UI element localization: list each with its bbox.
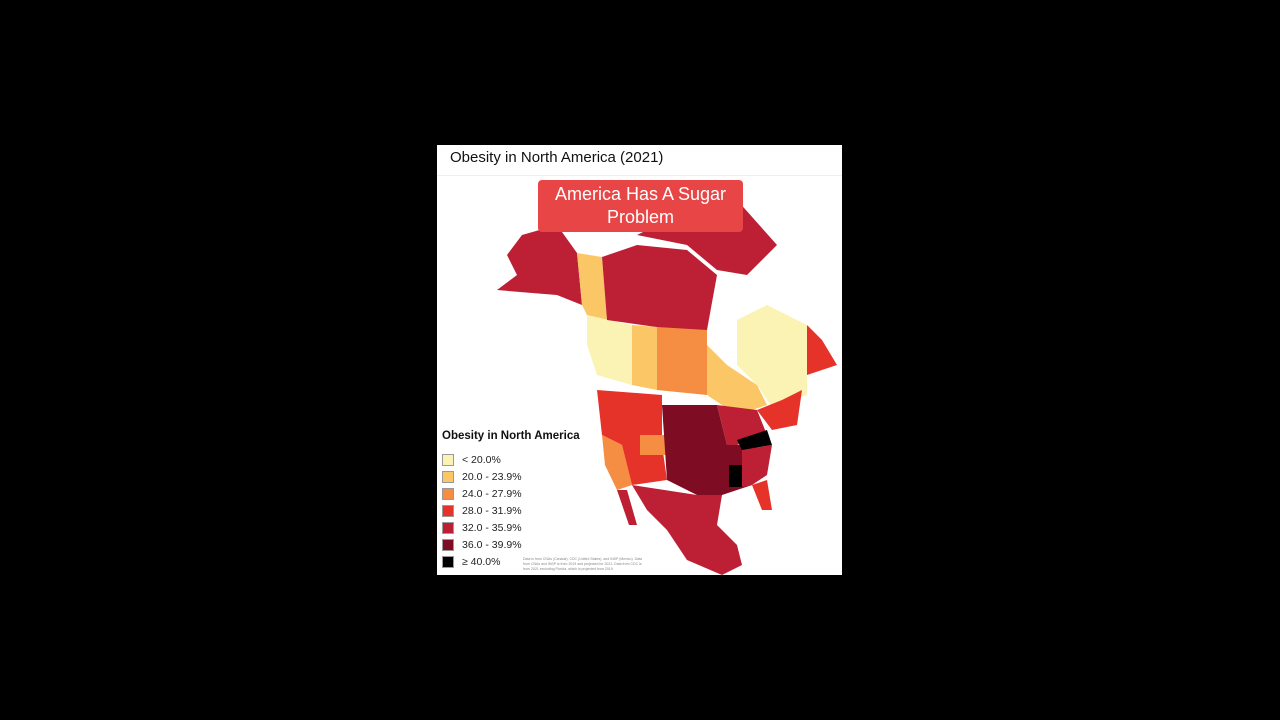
region-ontario — [707, 345, 767, 415]
region-alabama — [729, 465, 742, 487]
region-alaska — [497, 225, 582, 305]
legend-swatch — [442, 453, 454, 466]
legend-swatch — [442, 504, 454, 517]
legend-item: 32.0 - 35.9% — [442, 519, 580, 536]
banner-line-2: Problem — [606, 207, 675, 227]
legend-swatch — [442, 555, 454, 568]
region-florida — [752, 480, 772, 510]
legend-label: < 20.0% — [462, 453, 501, 466]
region-quebec — [737, 305, 807, 407]
legend-label: 24.0 - 27.9% — [462, 487, 522, 500]
legend-swatch — [442, 521, 454, 534]
legend-item: < 20.0% — [442, 451, 580, 468]
choropleth-map — [497, 200, 837, 575]
legend-label: 32.0 - 35.9% — [462, 521, 522, 534]
legend-label: 28.0 - 31.9% — [462, 504, 522, 517]
region-northern-territories — [602, 245, 717, 330]
legend-swatch — [442, 538, 454, 551]
legend-label: 36.0 - 39.9% — [462, 538, 522, 551]
source-note: Data is from CNAs (Canada), CDC (United … — [523, 557, 642, 571]
legend-label: ≥ 40.0% — [462, 555, 501, 568]
region-us-central — [662, 405, 727, 495]
legend-item: 36.0 - 39.9% — [442, 536, 580, 553]
map-image: Obesity in North America (2021) America … — [437, 145, 842, 575]
region-saskatchewan-manitoba — [657, 327, 707, 395]
legend-swatch — [442, 487, 454, 500]
region-california — [602, 435, 632, 490]
region-alberta — [632, 325, 657, 390]
legend-swatch — [442, 470, 454, 483]
region-us-northeast — [757, 390, 802, 430]
map-legend: Obesity in North America < 20.0% 20.0 - … — [442, 430, 580, 570]
region-kentucky-west-virginia — [737, 430, 772, 450]
region-baja-california — [617, 490, 637, 525]
page-title: Obesity in North America (2021) — [450, 149, 664, 166]
caption-banner: America Has A Sugar Problem — [538, 180, 743, 232]
legend-label: 20.0 - 23.9% — [462, 470, 522, 483]
legend-item: 20.0 - 23.9% — [442, 468, 580, 485]
region-mexico — [632, 485, 742, 575]
legend-title: Obesity in North America — [442, 430, 580, 442]
legend-item: 28.0 - 31.9% — [442, 502, 580, 519]
title-bar: Obesity in North America (2021) — [437, 145, 842, 176]
legend-item: ≥ 40.0% — [442, 553, 580, 570]
region-labrador — [807, 325, 837, 375]
region-british-columbia — [587, 315, 632, 385]
region-colorado — [640, 435, 669, 455]
region-us-northwest — [597, 390, 662, 445]
banner-line-1: America Has A Sugar — [554, 184, 727, 204]
region-yukon — [577, 253, 607, 320]
region-us-southeast — [742, 445, 772, 487]
legend-item: 24.0 - 27.9% — [442, 485, 580, 502]
